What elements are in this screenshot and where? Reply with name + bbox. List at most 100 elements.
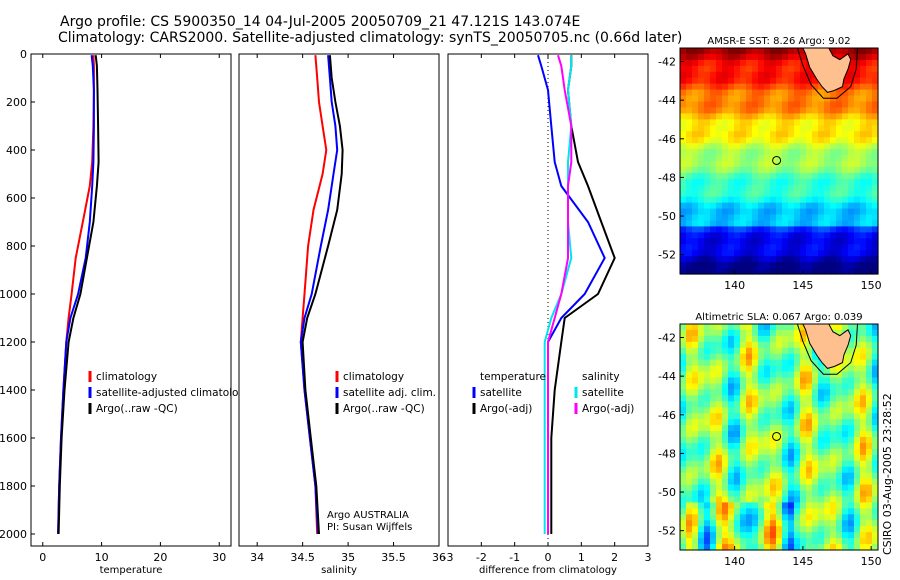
sla-map-cell [836, 425, 843, 432]
sla-map-cell [872, 526, 879, 533]
sst-map-cell [734, 77, 741, 85]
sst-map-cell [716, 256, 723, 263]
difference-legend-salinity-label: salinity [582, 371, 620, 383]
sla-map-cell [686, 324, 693, 331]
sst-map-cell [872, 53, 879, 61]
sst-map-cell [710, 131, 717, 138]
sla-map-cell [836, 395, 843, 402]
sst-map-cell [788, 166, 795, 174]
sst-map-cell [740, 48, 747, 55]
sla-map-cell [866, 490, 873, 498]
sst-map-cell [848, 256, 855, 263]
sst-map-cell [698, 137, 705, 144]
sst-map-cell [740, 89, 747, 97]
sla-map-cell [680, 353, 687, 361]
sla-map-cell [710, 466, 717, 474]
sla-map-cell [746, 484, 753, 492]
sla-map-cell [710, 359, 717, 367]
sla-map-cell [794, 490, 801, 498]
sla-map-cell [776, 341, 783, 349]
sla-map-cell [872, 454, 879, 462]
sla-map-cell [794, 395, 801, 402]
sla-map-cell [782, 532, 789, 539]
sla-map-cell [764, 502, 771, 509]
sst-map-cell [710, 208, 717, 216]
sla-map-ytick-label: -48 [658, 447, 676, 460]
sla-map-cell [800, 490, 807, 498]
sst-map-cell [716, 95, 723, 103]
sla-map-cell [854, 490, 861, 498]
sla-map-cell [830, 395, 837, 402]
sst-map-cell [752, 59, 759, 67]
sst-map-cell [764, 155, 771, 162]
sst-map-cell [764, 202, 771, 210]
sst-map-cell [698, 143, 705, 150]
sla-map-cell [740, 532, 747, 539]
sst-map-cell [752, 244, 759, 251]
sla-map-cell [794, 377, 801, 385]
sla-map-cell [776, 365, 783, 373]
sla-map-cell [866, 359, 873, 367]
sst-map-cell [698, 238, 705, 245]
temperature-ytick-label: 1800 [0, 480, 27, 493]
sst-map-cell [866, 77, 873, 85]
sla-map-cell [764, 365, 771, 373]
sla-map-cell [722, 347, 729, 355]
sst-map-cell [704, 149, 711, 156]
sla-map-cell [722, 508, 729, 515]
sst-map-cell [800, 125, 807, 132]
sst-map-cell [770, 125, 777, 132]
sst-map-cell [734, 268, 741, 275]
sla-map-cell [794, 478, 801, 486]
sla-map-cell [800, 466, 807, 474]
sst-map-cell [830, 161, 837, 168]
sla-map-cell [836, 454, 843, 462]
sla-map-cell [686, 526, 693, 533]
sla-map-cell [710, 514, 717, 521]
sst-map-cell [734, 143, 741, 150]
sst-map-cell [704, 119, 711, 126]
sla-map-cell [860, 508, 867, 515]
sla-map-cell [854, 359, 861, 367]
sla-map-cell [722, 329, 729, 337]
sla-map-cell [704, 419, 711, 426]
sst-map-cell [776, 95, 783, 103]
sst-map-cell [698, 95, 705, 103]
sla-map-cell [752, 389, 759, 396]
sla-map-cell [758, 389, 765, 396]
sla-map-cell [770, 502, 777, 509]
sst-map-cell [728, 244, 735, 251]
sst-map-cell [770, 166, 777, 174]
sla-map-cell [686, 431, 693, 438]
sla-map-cell [812, 472, 819, 480]
sla-map-cell [812, 377, 819, 385]
sst-map-cell [776, 131, 783, 138]
sla-map-cell [818, 526, 825, 533]
sst-map-cell [770, 101, 777, 109]
sla-map-cell [704, 508, 711, 515]
sst-map-cell [782, 202, 789, 210]
sst-map-cell [698, 214, 705, 222]
sst-map-cell [824, 232, 831, 239]
sst-map-cell [824, 184, 831, 192]
sla-map-cell [800, 371, 807, 379]
sst-map-cell [806, 190, 813, 198]
sst-map-cell [806, 107, 813, 115]
sst-map-cell [680, 113, 687, 120]
sla-map-cell [722, 442, 729, 450]
sla-map-cell [746, 478, 753, 486]
sst-map-cell [812, 166, 819, 174]
sst-map-cell [848, 65, 855, 73]
sst-map-cell [788, 202, 795, 210]
sla-map-cell [728, 466, 735, 474]
sla-map-cell [860, 538, 867, 545]
sla-map-cell [824, 526, 831, 533]
temperature-ytick-label: 1200 [0, 336, 27, 349]
sst-map-cell [710, 71, 717, 79]
sst-map-cell [716, 71, 723, 79]
sla-map-cell [692, 484, 699, 492]
sst-map-cell [824, 131, 831, 138]
sst-map-cell [812, 184, 819, 192]
sla-map-cell [854, 401, 861, 408]
sst-map-cell [764, 107, 771, 115]
